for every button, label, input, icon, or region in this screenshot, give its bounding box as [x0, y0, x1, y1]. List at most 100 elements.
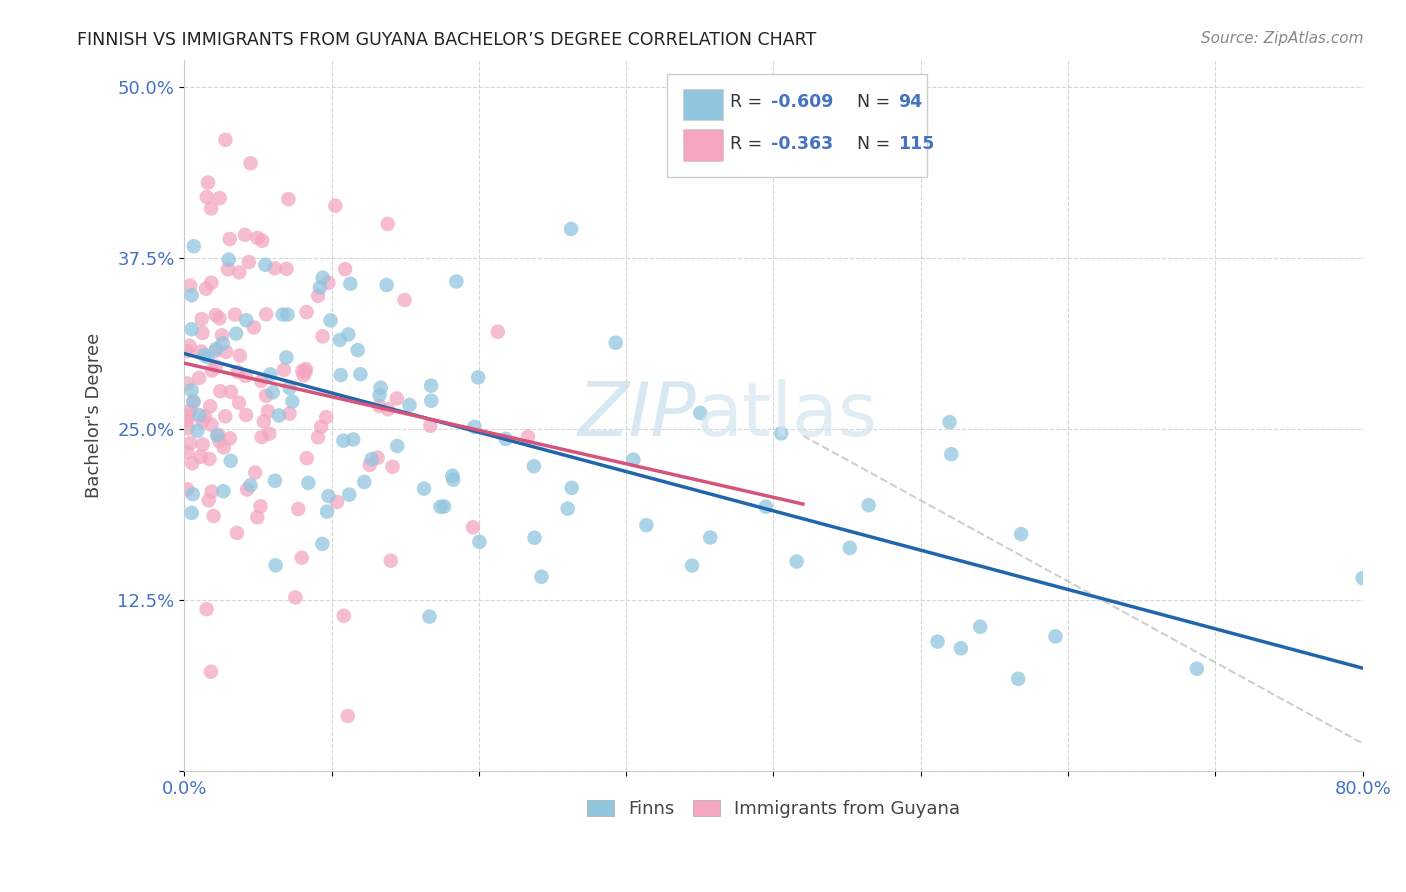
Point — [360, 452, 382, 467]
Point — [380, 554, 402, 568]
Point — [180, 506, 202, 520]
Point — [176, 445, 198, 459]
Point — [195, 190, 218, 204]
Legend: Finns, Immigrants from Guyana: Finns, Immigrants from Guyana — [579, 793, 967, 826]
Point — [191, 437, 214, 451]
Point — [495, 432, 517, 446]
Point — [254, 389, 277, 403]
Point — [689, 406, 711, 420]
Point — [277, 192, 299, 206]
Point — [838, 541, 860, 555]
Point — [336, 709, 359, 723]
Point — [377, 217, 399, 231]
Point — [214, 409, 236, 424]
Point — [291, 364, 314, 378]
Point — [243, 320, 266, 334]
Point — [370, 381, 392, 395]
Point — [419, 418, 441, 433]
Point — [385, 439, 408, 453]
Point — [375, 277, 398, 292]
Point — [238, 255, 260, 269]
Point — [318, 489, 340, 503]
Point — [181, 487, 204, 501]
Point — [349, 368, 371, 382]
Point — [316, 505, 339, 519]
Point — [463, 420, 485, 434]
Point — [523, 459, 546, 474]
Point — [381, 459, 404, 474]
Point — [180, 384, 202, 398]
Point — [250, 430, 273, 444]
Point — [311, 270, 333, 285]
Point — [295, 451, 318, 466]
Point — [179, 278, 201, 293]
Text: N =: N = — [858, 94, 896, 112]
Point — [969, 620, 991, 634]
Point — [259, 426, 281, 441]
FancyBboxPatch shape — [683, 89, 723, 120]
Point — [307, 289, 329, 303]
Point — [307, 430, 329, 444]
Point — [239, 156, 262, 170]
Point — [319, 313, 342, 327]
Point — [468, 534, 491, 549]
Text: 94: 94 — [898, 94, 922, 112]
Point — [516, 430, 538, 444]
Point — [188, 371, 211, 385]
Point — [276, 351, 298, 365]
Point — [294, 365, 316, 379]
FancyBboxPatch shape — [668, 74, 927, 177]
Point — [180, 322, 202, 336]
Point — [201, 484, 224, 499]
Point — [755, 500, 778, 514]
Point — [295, 305, 318, 319]
Point — [292, 368, 315, 383]
Point — [246, 231, 269, 245]
Point — [273, 363, 295, 377]
Point — [200, 276, 222, 290]
Point — [235, 313, 257, 327]
Point — [204, 308, 226, 322]
Point — [205, 359, 228, 374]
Point — [291, 550, 314, 565]
Point — [190, 450, 212, 464]
Text: FINNISH VS IMMIGRANTS FROM GUYANA BACHELOR’S DEGREE CORRELATION CHART: FINNISH VS IMMIGRANTS FROM GUYANA BACHEL… — [77, 31, 817, 49]
Point — [218, 232, 240, 246]
Point — [530, 570, 553, 584]
Point — [179, 403, 201, 417]
Point — [225, 326, 247, 341]
FancyBboxPatch shape — [683, 129, 723, 161]
Point — [259, 368, 281, 382]
Point — [190, 312, 212, 326]
Point — [176, 421, 198, 435]
Point — [561, 481, 583, 495]
Point — [195, 282, 218, 296]
Point — [446, 275, 468, 289]
Point — [188, 408, 211, 422]
Point — [217, 262, 239, 277]
Text: R =: R = — [730, 94, 768, 112]
Point — [441, 468, 464, 483]
Point — [229, 348, 252, 362]
Point — [385, 392, 408, 406]
Text: R =: R = — [730, 135, 768, 153]
Point — [200, 202, 222, 216]
Point — [318, 276, 340, 290]
Point — [204, 344, 226, 359]
Point — [193, 348, 215, 362]
Point — [239, 478, 262, 492]
Point — [243, 466, 266, 480]
Point — [254, 258, 277, 272]
Point — [200, 665, 222, 679]
Text: Source: ZipAtlas.com: Source: ZipAtlas.com — [1201, 31, 1364, 46]
Point — [420, 378, 443, 392]
Point — [271, 308, 294, 322]
Point — [277, 308, 299, 322]
Point — [246, 510, 269, 524]
Point — [191, 326, 214, 340]
Point — [297, 475, 319, 490]
Point — [353, 475, 375, 489]
Point — [523, 531, 546, 545]
Text: 115: 115 — [898, 135, 935, 153]
Point — [176, 483, 198, 497]
